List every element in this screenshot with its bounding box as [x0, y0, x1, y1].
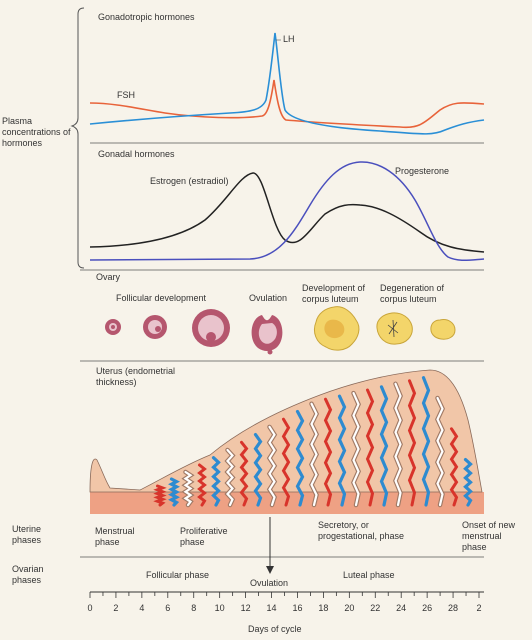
ovary-title: Ovary	[96, 272, 121, 282]
endometrial-vein	[295, 409, 305, 507]
ovulation-arrowhead	[266, 566, 274, 574]
axis-tick-label: 4	[139, 603, 145, 613]
primary-follicle	[105, 319, 121, 335]
endometrial-vein	[168, 477, 180, 507]
axis-tick-label: 6	[165, 603, 171, 613]
uterine-gland-lumen	[394, 382, 402, 507]
estrogen-label: Estrogen (estradiol)	[150, 176, 229, 186]
uterine-gland-lumen	[268, 425, 276, 507]
developing-corpus-luteum	[313, 306, 360, 351]
corpus-albicans	[430, 319, 456, 340]
axis-tick-label: 20	[344, 603, 355, 613]
gonadotropic-title: Gonadotropic hormones	[98, 12, 195, 22]
uterus-title: Uterus (endometrial thickness)	[96, 366, 176, 387]
luteum-scar	[387, 319, 399, 338]
ruptured-follicle	[251, 315, 283, 355]
proliferative-phase-label: Proliferative phase	[180, 526, 228, 547]
uterine-gland-lumen	[436, 396, 444, 507]
progesterone-label: Progesterone	[395, 166, 450, 176]
spiral-artery	[197, 463, 207, 507]
axis-tick-label: 24	[396, 603, 407, 613]
follicular-development-label: Follicular development	[116, 293, 207, 303]
spiral-artery	[281, 417, 291, 507]
corpus-luteum-degeneration-label: Degeneration of corpus luteum	[380, 283, 445, 304]
plasma-concentration-label: Plasma concentrations of hormones	[2, 116, 71, 148]
axis-tick-label: 0	[87, 603, 93, 613]
ovulation-phase-label: Ovulation	[250, 578, 289, 588]
menstrual-phase-label: Menstrual phase	[95, 526, 135, 547]
degenerating-corpus-luteum	[376, 312, 413, 345]
spiral-artery	[407, 379, 417, 507]
endometrial-vein	[337, 394, 347, 507]
ovarian-phases-label: Ovarian phases	[12, 564, 44, 585]
axis-tick-label: 18	[318, 603, 329, 613]
axis-tick-label: 10	[214, 603, 225, 613]
endometrial-vein	[379, 385, 389, 507]
day-axis-title: Days of cycle	[248, 624, 302, 634]
endometrial-vein	[211, 456, 221, 507]
secondary-follicle	[143, 315, 167, 339]
axis-tick-label: 22	[370, 603, 381, 613]
progesterone-curve	[89, 161, 485, 261]
corpus-luteum-development-label: Development of corpus luteum	[302, 283, 366, 304]
axis-tick-label: 8	[191, 603, 197, 613]
follicular-phase-label: Follicular phase	[146, 570, 210, 580]
uterine-gland-lumen	[352, 392, 360, 507]
spiral-artery	[323, 397, 333, 507]
spiral-artery	[449, 427, 459, 507]
hormone-bracket	[70, 7, 85, 269]
spiral-artery	[239, 440, 249, 507]
fsh-curve	[89, 79, 485, 129]
ovulation-ovary-label: Ovulation	[249, 293, 288, 303]
axis-tick-label: 12	[240, 603, 251, 613]
luteal-phase-label: Luteal phase	[343, 570, 395, 580]
axis-tick-label: 26	[422, 603, 433, 613]
estrogen-curve	[89, 172, 485, 253]
onset-menstrual-label: Onset of new menstrual phase	[462, 520, 516, 552]
spiral-artery	[365, 388, 375, 507]
uterine-gland-lumen	[310, 402, 318, 507]
day-axis-ticks	[89, 592, 480, 598]
axis-tick-label: 14	[266, 603, 277, 613]
axis-tick-label: 16	[292, 603, 303, 613]
uterine-phases-label: Uterine phases	[12, 524, 42, 545]
axis-tick-label: 2	[476, 603, 482, 613]
gonadal-title: Gonadal hormones	[98, 149, 175, 159]
fsh-label: FSH	[117, 90, 135, 100]
spiral-artery	[153, 484, 167, 507]
endometrial-vein	[421, 376, 431, 507]
axis-tick-label: 2	[113, 603, 119, 613]
lh-curve	[89, 32, 485, 135]
axis-tick-label: 28	[448, 603, 459, 613]
uterus-vessels	[153, 376, 473, 508]
uterine-gland-lumen	[183, 470, 193, 507]
secretory-phase-label: Secretory, or progestational, phase	[318, 520, 405, 541]
mature-follicle	[192, 309, 230, 347]
lh-label: LH	[283, 34, 295, 44]
endometrial-vein	[253, 433, 263, 507]
endometrial-vein	[463, 458, 473, 507]
uterine-gland-lumen	[226, 448, 234, 507]
